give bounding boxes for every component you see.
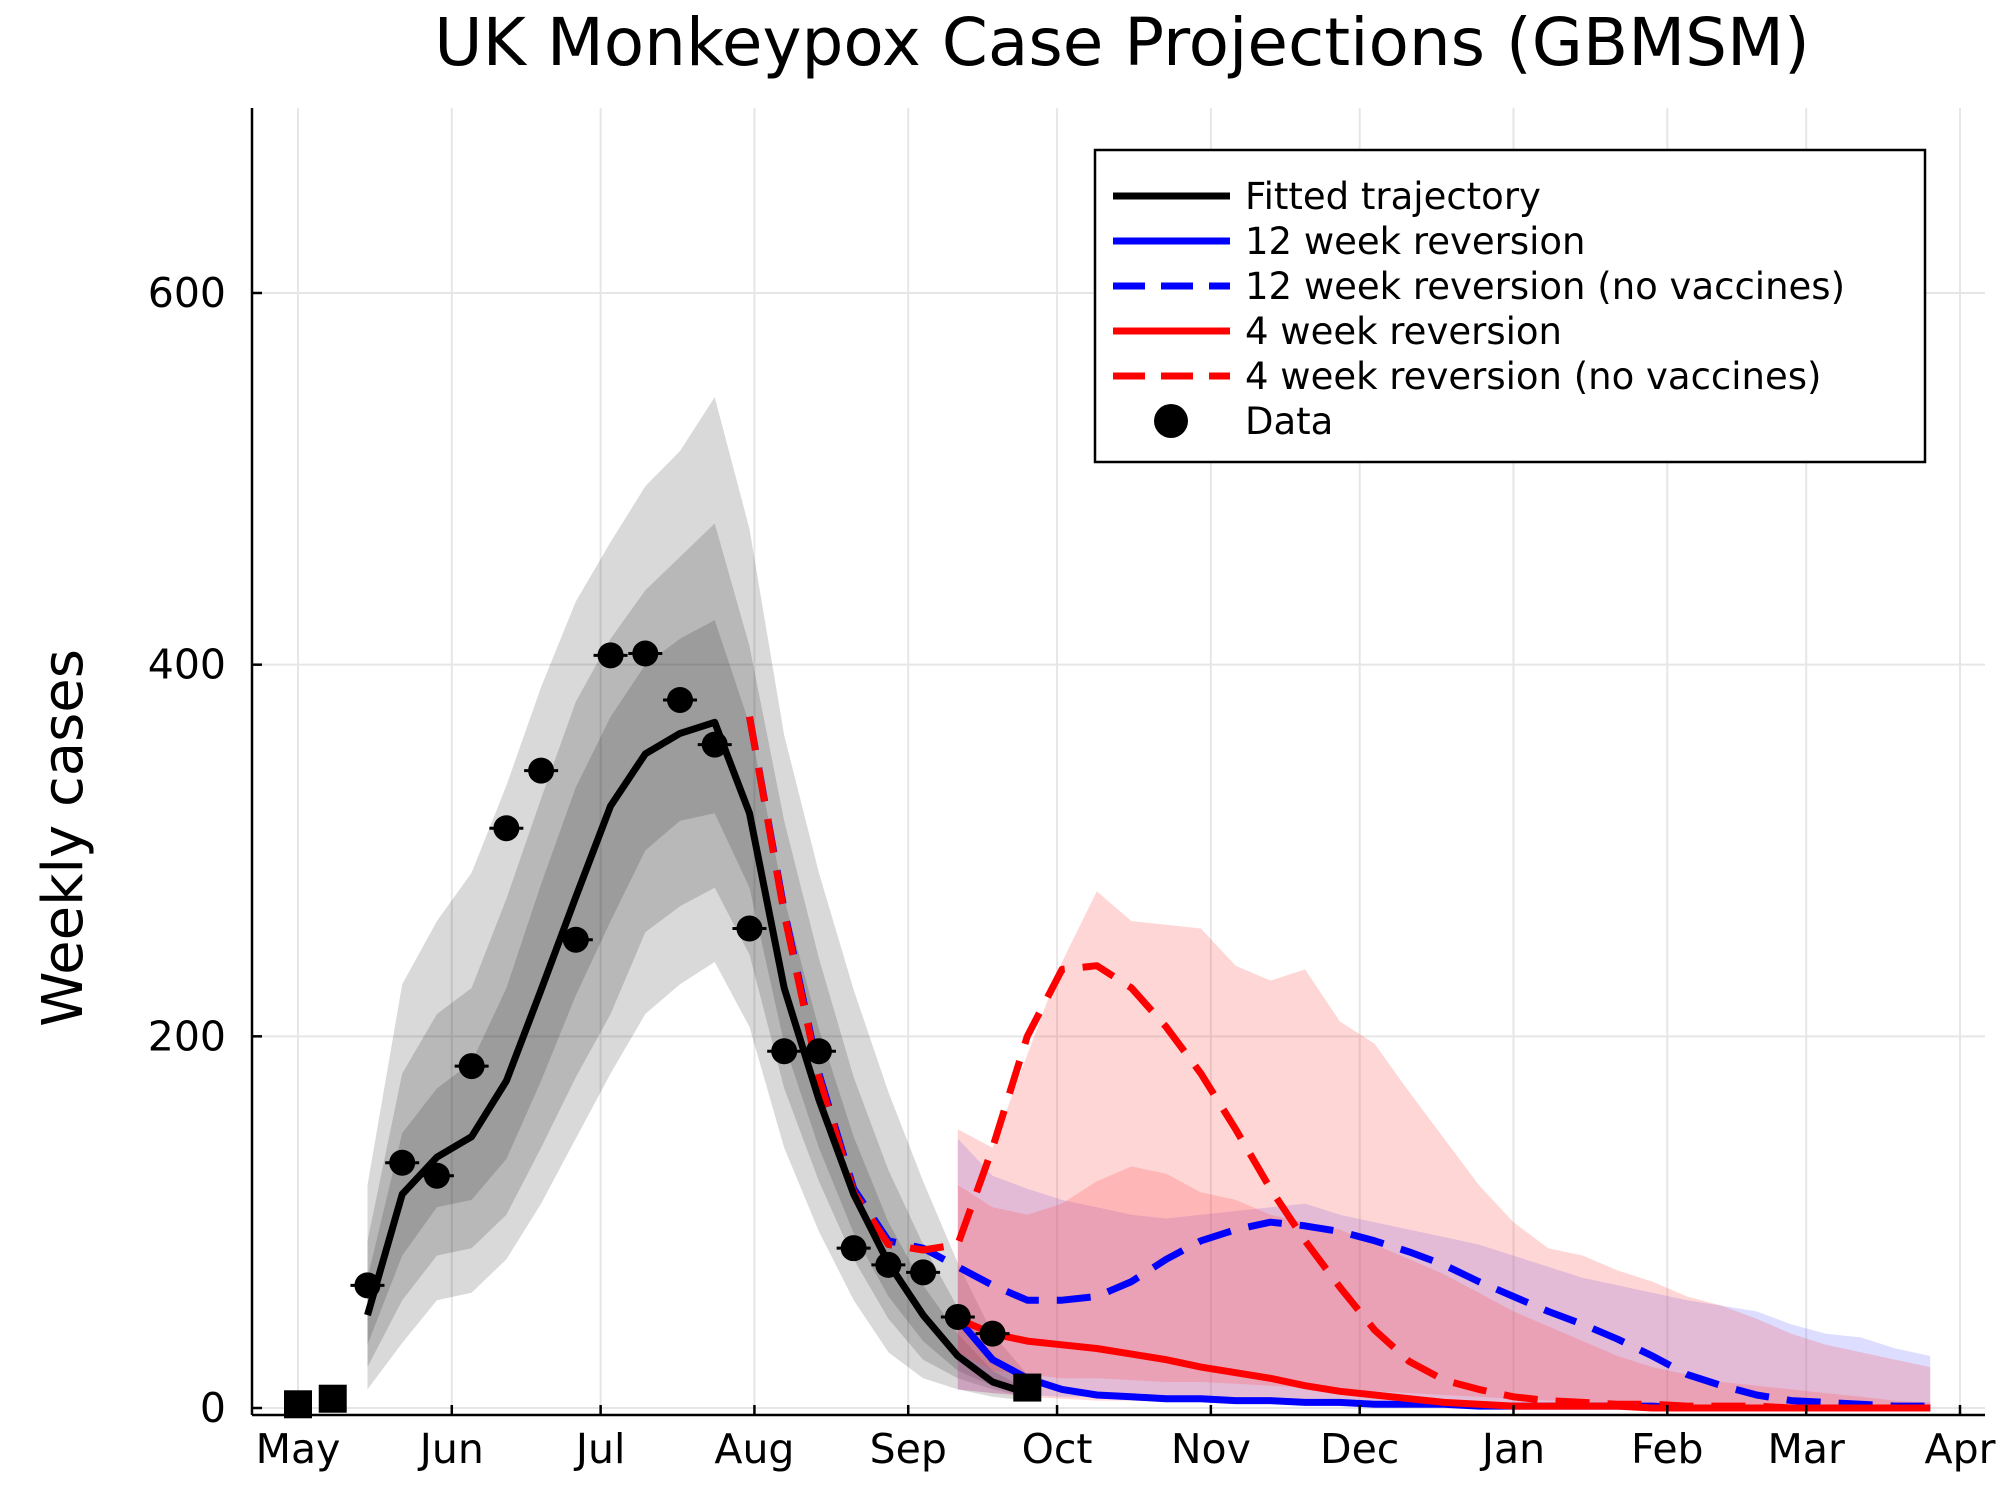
x-tick-label: Jan: [1479, 1425, 1545, 1473]
projection-band-0: [957, 1138, 1931, 1408]
data-point-square: [318, 1384, 347, 1413]
data-point: [736, 915, 763, 942]
data-point: [597, 642, 624, 669]
x-tick-label: Jun: [417, 1425, 484, 1473]
data-point: [389, 1149, 416, 1176]
x-tick-label: Mar: [1768, 1425, 1845, 1473]
fitted-band-outer: [367, 397, 1028, 1401]
data-markers: [284, 640, 1042, 1419]
data-point: [493, 815, 520, 842]
legend-label: 12 week reversion: [1245, 220, 1586, 263]
y-tick-label: 600: [148, 269, 226, 317]
legend-label: 12 week reversion (no vaccines): [1245, 265, 1845, 308]
x-tick-label: Jul: [573, 1425, 625, 1473]
legend-marker: [1154, 404, 1188, 438]
data-point: [562, 926, 589, 953]
y-tick-label: 200: [148, 1012, 226, 1060]
data-point: [910, 1259, 937, 1286]
x-tick-label: Dec: [1320, 1425, 1399, 1473]
data-point: [458, 1053, 485, 1080]
x-tick-label: Feb: [1631, 1425, 1704, 1473]
data-point: [771, 1038, 798, 1065]
axes: May Jun Jul Aug Sep Oct Nov Dec Jan Feb Mar Apr 0 200…: [148, 108, 1996, 1473]
data-point-square: [1013, 1373, 1042, 1402]
data-point: [528, 757, 555, 784]
data-point: [701, 731, 728, 758]
data-point: [979, 1320, 1006, 1347]
data-point: [944, 1303, 971, 1330]
legend-label: Data: [1245, 400, 1333, 443]
series-line-3: [956, 1315, 1931, 1412]
fitted-trajectory-line: [364, 718, 1029, 1397]
data-point: [805, 1038, 832, 1065]
x-tick-label: May: [256, 1425, 341, 1473]
data-point: [667, 686, 694, 713]
x-tick-label: Oct: [1022, 1425, 1093, 1473]
data-point: [423, 1162, 450, 1189]
data-point: [632, 640, 659, 667]
data-point: [840, 1235, 867, 1262]
y-axis-label: Weekly cases: [31, 649, 96, 1027]
legend-label: 4 week reversion (no vaccines): [1245, 355, 1821, 398]
fitted-band-mid: [367, 523, 1028, 1397]
legend-box: [1093, 148, 1927, 464]
projection-band-2: [957, 891, 1931, 1408]
x-tick-label: Aug: [714, 1425, 794, 1473]
x-tick-label: Sep: [870, 1425, 947, 1473]
x-tick-label: Apr: [1925, 1425, 1996, 1473]
chart-title: UK Monkeypox Case Projections (GBMSM): [434, 4, 1809, 81]
data-point: [354, 1272, 381, 1299]
series-lines: [364, 716, 1931, 1412]
y-tick-label: 400: [148, 641, 226, 689]
x-tick-label: Nov: [1171, 1425, 1251, 1473]
y-tick-label: 0: [200, 1384, 226, 1432]
legend-label: Fitted trajectory: [1245, 175, 1541, 218]
data-point: [875, 1251, 902, 1278]
projection-band-3: [957, 1166, 1931, 1408]
legend-label: 4 week reversion: [1245, 310, 1562, 353]
